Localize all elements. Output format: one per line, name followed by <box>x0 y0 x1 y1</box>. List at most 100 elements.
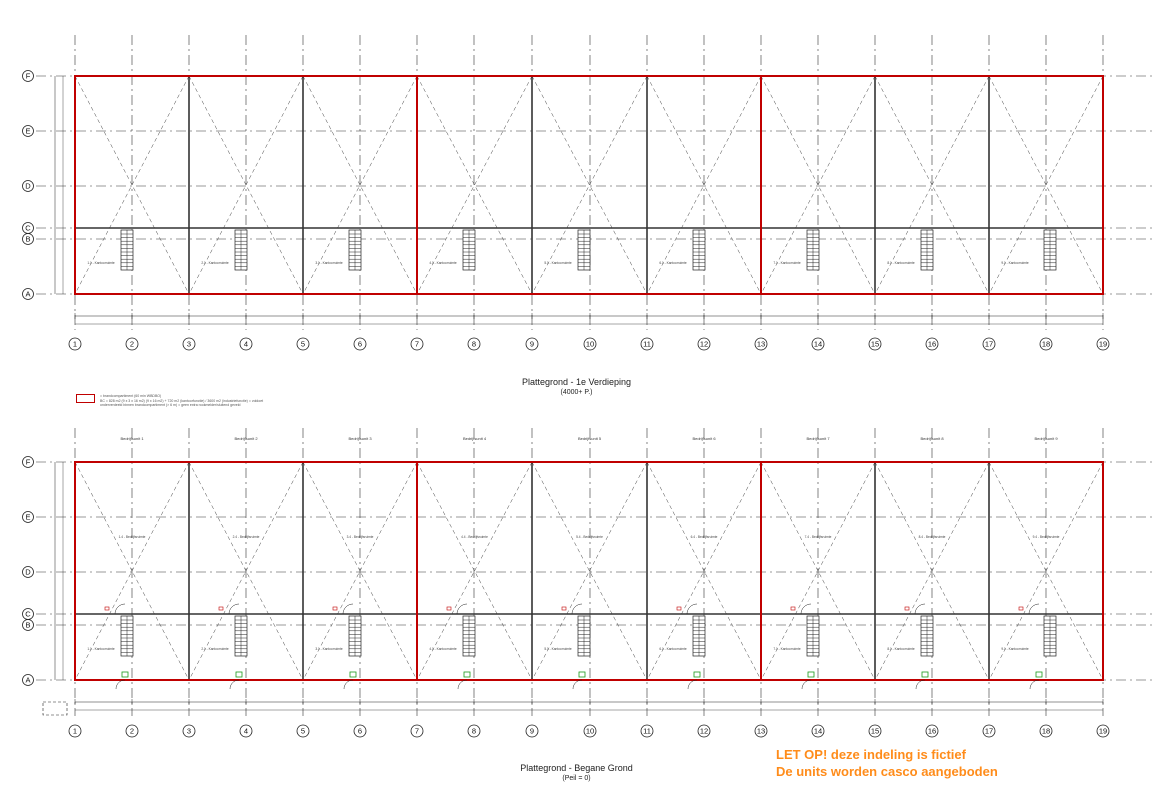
unit-diagonal <box>302 461 418 681</box>
column-axis-label: 2 <box>130 727 134 736</box>
entrance-door-swing <box>915 679 926 690</box>
unit-diagonal <box>188 75 304 295</box>
unit-heading: Bedrijfsunit 2 <box>234 436 258 441</box>
emergency-exit-sign <box>235 671 243 678</box>
column-axis-label: 19 <box>1099 340 1107 349</box>
emergency-exit-sign <box>349 671 357 678</box>
column-axis-bubble <box>868 724 882 738</box>
column-axis-bubble <box>811 337 825 351</box>
disclaimer-line-2: De units worden casco aangeboden <box>776 764 998 779</box>
room-label: 5.1 - Kantoorruimte <box>544 647 572 651</box>
door-swing <box>228 603 240 615</box>
column-axis-bubble <box>982 724 996 738</box>
column-axis-bubble <box>982 337 996 351</box>
room-label: 3.1 - Kantoorruimte <box>315 261 343 265</box>
emergency-exit-sign <box>578 671 586 678</box>
room-label: 1.1 - Kantoorruimte <box>87 647 115 651</box>
stair <box>120 615 134 657</box>
row-axis-label: D <box>25 182 31 191</box>
unit-diagonal <box>531 75 648 295</box>
unit-diagonal <box>416 75 533 295</box>
column-axis-label: 5 <box>301 340 305 349</box>
entrance-door-swing <box>572 679 583 690</box>
unit-diagonal <box>988 461 1104 681</box>
ground-floor-subtitle: (Peil = 0) <box>562 775 591 782</box>
column-axis-label: 13 <box>757 727 765 736</box>
column-axis-bubble <box>925 724 939 738</box>
site-entrance-marker <box>42 701 68 716</box>
column-axis-label: 19 <box>1099 727 1107 736</box>
column-axis-label: 1 <box>73 727 77 736</box>
column-axis-bubble <box>583 724 597 738</box>
unit-heading: Bedrijfsunit 3 <box>348 436 372 441</box>
column-axis-bubble <box>239 724 253 738</box>
column-axis-label: 6 <box>358 727 362 736</box>
row-axis-bubble <box>22 456 34 468</box>
unit-diagonal <box>760 461 876 681</box>
disclaimer-note: LET OP! deze indeling is fictief De unit… <box>776 746 998 780</box>
unit-diagonal <box>531 461 648 681</box>
stair <box>692 229 706 271</box>
unit-heading: Bedrijfsunit 4 <box>463 436 487 441</box>
unit-diagonal <box>302 461 418 681</box>
door-swing <box>456 603 468 615</box>
fire-compartment-swatch <box>76 394 95 403</box>
row-axis-label: C <box>25 224 31 233</box>
stair <box>577 615 591 657</box>
entrance-door-swing <box>687 679 698 690</box>
column-axis-bubble <box>68 337 82 351</box>
stair <box>462 229 476 271</box>
entrance-door-swing <box>1029 679 1040 690</box>
room-label: 6.1 - Kantoorruimte <box>659 261 687 265</box>
column-axis-label: 6 <box>358 340 362 349</box>
row-axis-bubble <box>22 674 34 686</box>
entrance-door-swing <box>229 679 240 690</box>
stair <box>920 229 934 271</box>
unit-diagonal <box>874 461 990 681</box>
unit-hall-label: 9.4 - Bedrijfsruimte <box>1033 535 1060 539</box>
column-axis-label: 4 <box>244 340 248 349</box>
row-axis-bubble <box>22 619 34 631</box>
column-axis-bubble <box>754 724 768 738</box>
stair <box>806 229 820 271</box>
unit-diagonal <box>74 75 190 295</box>
unit-diagonal <box>874 75 990 295</box>
fire-extinguisher-marker <box>790 606 796 611</box>
column-axis-label: 9 <box>530 340 534 349</box>
row-axis-bubble <box>22 125 34 137</box>
first-floor-title-block: Plattegrond - 1e Verdieping (4000+ P.) <box>0 377 1153 396</box>
unit-diagonal <box>531 461 648 681</box>
emergency-exit-sign <box>463 671 471 678</box>
first-floor-subtitle: (4000+ P.) <box>560 389 593 396</box>
stair <box>348 615 362 657</box>
column-axis-label: 8 <box>472 727 476 736</box>
emergency-exit-sign <box>693 671 701 678</box>
room-label: 4.1 - Kantoorruimte <box>429 647 457 651</box>
unit-diagonal <box>874 461 990 681</box>
column-axis-bubble <box>1039 337 1053 351</box>
unit-diagonal <box>760 75 876 295</box>
row-axis-bubble <box>22 70 34 82</box>
room-label: 5.1 - Kantoorruimte <box>544 261 572 265</box>
unit-diagonal <box>188 75 304 295</box>
column-axis-bubble <box>697 337 711 351</box>
unit-diagonal <box>646 461 762 681</box>
door-swing <box>342 603 354 615</box>
column-axis-bubble <box>583 337 597 351</box>
fire-extinguisher-marker <box>904 606 910 611</box>
row-axis-label: D <box>25 568 31 577</box>
legend-line-3: onderverdeeld binnen brandcompartiment (… <box>100 403 241 407</box>
column-axis-label: 1 <box>73 340 77 349</box>
column-axis-bubble <box>182 337 196 351</box>
column-axis-bubble <box>239 337 253 351</box>
fire-extinguisher-marker <box>561 606 567 611</box>
unit-heading: Bedrijfsunit 8 <box>920 436 944 441</box>
disclaimer-line-1: LET OP! deze indeling is fictief <box>776 747 966 762</box>
column-axis-label: 18 <box>1042 340 1050 349</box>
fire-extinguisher-marker <box>676 606 682 611</box>
unit-hall-label: 7.4 - Bedrijfsruimte <box>805 535 832 539</box>
door-swing <box>914 603 926 615</box>
column-axis-label: 10 <box>586 727 594 736</box>
